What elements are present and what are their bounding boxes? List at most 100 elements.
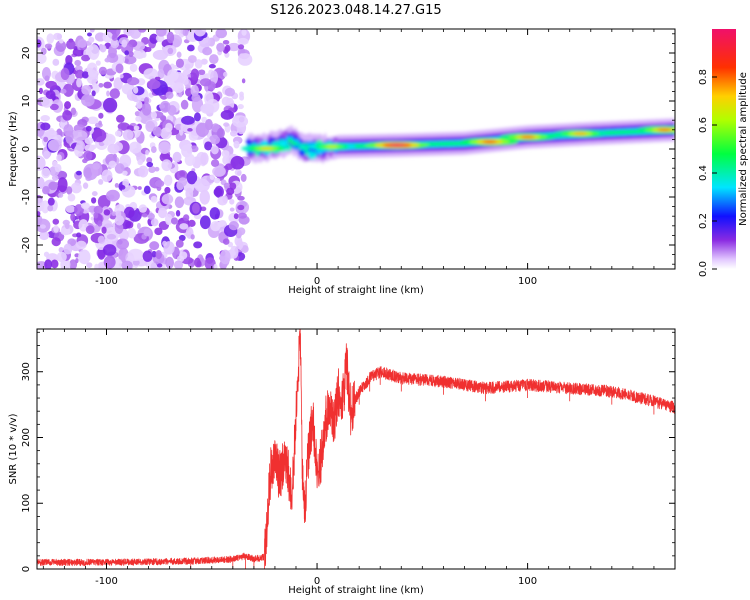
noise-blob	[217, 196, 228, 206]
noise-blob	[175, 58, 185, 69]
noise-blob	[220, 109, 234, 120]
x-tick-label: 0	[314, 276, 320, 287]
noise-blob	[238, 212, 247, 219]
noise-blob	[195, 122, 210, 138]
noise-blob	[216, 42, 225, 52]
noise-blob	[165, 122, 173, 133]
noise-blob	[81, 94, 95, 107]
noise-blob	[148, 166, 156, 173]
snr-ticks: -100 0 100 0 100 200 300	[21, 329, 676, 587]
noise-blob	[87, 69, 98, 78]
noise-blob	[155, 249, 162, 260]
noise-blob	[124, 50, 129, 56]
noise-blob	[199, 78, 212, 87]
noise-blob	[229, 130, 238, 137]
noise-blob	[164, 213, 173, 226]
ridge-peak	[325, 145, 338, 149]
noise-blob	[44, 75, 50, 82]
noise-blob	[204, 141, 213, 151]
noise-blob	[209, 134, 221, 145]
noise-blob	[127, 227, 137, 239]
noise-blob	[85, 225, 95, 235]
ridge-peak	[482, 140, 497, 144]
noise-blob	[37, 78, 45, 86]
noise-blob	[106, 233, 117, 240]
noise-blob	[224, 87, 236, 97]
noise-blob	[165, 91, 174, 99]
noise-blob	[143, 97, 149, 105]
noise-blob	[209, 54, 219, 65]
noise-blob	[178, 234, 186, 242]
noise-blob	[121, 83, 135, 95]
ridge-blob	[298, 149, 306, 157]
noise-blob	[193, 241, 203, 249]
noise-blob	[222, 155, 229, 165]
noise-blob	[136, 142, 140, 149]
noise-blob	[154, 180, 165, 188]
x-tick-label: -100	[95, 276, 118, 287]
noise-blob	[214, 185, 224, 198]
y-tick-label: -20	[21, 237, 32, 253]
noise-blob	[95, 60, 101, 66]
noise-blob	[145, 120, 156, 132]
noise-blob	[116, 238, 130, 250]
noise-blob	[107, 143, 120, 154]
y-tick-label: 0	[21, 566, 32, 572]
noise-blob	[90, 216, 95, 221]
colorbar-tick-label: 0.0	[698, 261, 709, 277]
noise-blob	[101, 169, 113, 183]
noise-blob	[222, 238, 230, 245]
noise-blob	[172, 151, 182, 163]
noise-blob	[86, 262, 93, 268]
noise-blob	[118, 263, 123, 267]
noise-blob	[62, 110, 73, 121]
noise-blob	[65, 130, 74, 144]
noise-blob	[43, 136, 49, 143]
noise-blob	[38, 231, 50, 241]
noise-blob	[159, 100, 171, 113]
noise-blob	[184, 63, 191, 70]
snr-y-axis-label: SNR (10 * v/v)	[8, 413, 19, 484]
spectrogram-x-axis-label: Height of straight line (km)	[288, 285, 424, 296]
noise-blob	[57, 177, 68, 193]
noise-blob	[127, 248, 144, 262]
noise-blob	[101, 226, 107, 234]
y-tick-label: 100	[21, 494, 32, 513]
noise-blob	[50, 259, 59, 269]
noise-blob	[199, 215, 211, 230]
noise-blob	[121, 260, 133, 269]
noise-blob	[109, 88, 121, 99]
ridge-blob	[279, 140, 288, 147]
noise-blob	[146, 79, 161, 90]
noise-blob	[161, 193, 174, 205]
noise-blob	[85, 125, 92, 132]
snr-panel: -100 0 100 0 100 200 300 Height of straight li…	[8, 328, 676, 596]
noise-blob	[150, 111, 157, 120]
noise-blob	[224, 44, 231, 53]
noise-blob	[91, 197, 97, 204]
noise-blob	[239, 53, 246, 59]
noise-blob	[241, 29, 247, 36]
noise-blob	[76, 232, 82, 238]
noise-blob	[94, 263, 99, 269]
noise-blob	[37, 155, 46, 171]
noise-blob	[56, 154, 62, 162]
noise-blob	[133, 125, 140, 131]
noise-blob	[115, 63, 124, 74]
noise-blob	[143, 228, 151, 237]
noise-blob	[146, 161, 154, 168]
noise-blob	[186, 170, 198, 185]
noise-blob	[52, 58, 60, 66]
noise-blob	[78, 249, 91, 265]
noise-blob	[70, 182, 82, 194]
noise-blob	[145, 149, 150, 156]
noise-blob	[119, 185, 126, 190]
noise-blob	[40, 47, 47, 56]
noise-blob	[157, 68, 165, 79]
noise-blob	[237, 227, 246, 236]
noise-blob	[204, 257, 216, 269]
noise-blob	[122, 129, 134, 141]
noise-blob	[40, 122, 51, 131]
